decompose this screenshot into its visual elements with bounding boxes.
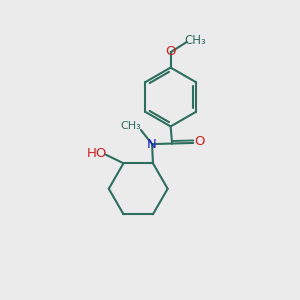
Text: O: O	[165, 45, 175, 58]
Text: N: N	[147, 138, 157, 151]
Text: CH₃: CH₃	[120, 122, 141, 131]
Text: CH₃: CH₃	[185, 34, 206, 47]
Text: O: O	[194, 135, 205, 148]
Text: HO: HO	[87, 147, 107, 160]
